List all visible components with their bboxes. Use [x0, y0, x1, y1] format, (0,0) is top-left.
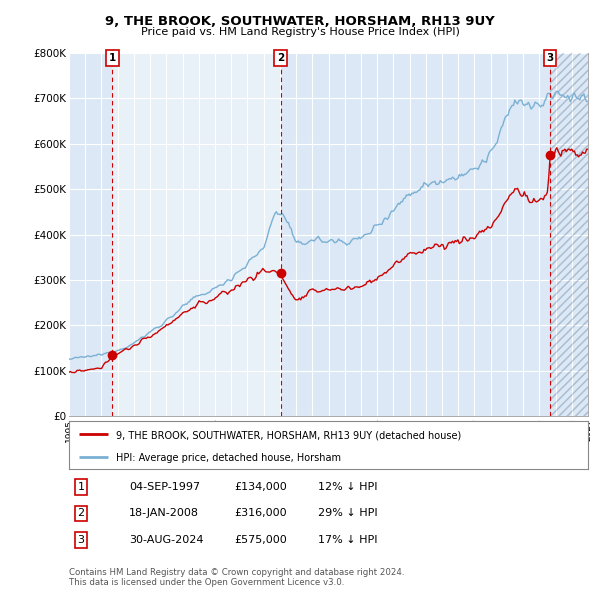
Text: HPI: Average price, detached house, Horsham: HPI: Average price, detached house, Hors… — [116, 453, 341, 463]
Text: 3: 3 — [77, 535, 85, 545]
Text: Contains HM Land Registry data © Crown copyright and database right 2024.
This d: Contains HM Land Registry data © Crown c… — [69, 568, 404, 587]
Text: 1: 1 — [77, 482, 85, 491]
Text: 9, THE BROOK, SOUTHWATER, HORSHAM, RH13 9UY: 9, THE BROOK, SOUTHWATER, HORSHAM, RH13 … — [105, 15, 495, 28]
Text: 9, THE BROOK, SOUTHWATER, HORSHAM, RH13 9UY (detached house): 9, THE BROOK, SOUTHWATER, HORSHAM, RH13 … — [116, 430, 461, 440]
Text: 30-AUG-2024: 30-AUG-2024 — [129, 535, 203, 545]
Text: 2: 2 — [77, 509, 85, 518]
Text: £316,000: £316,000 — [234, 509, 287, 518]
Text: £134,000: £134,000 — [234, 482, 287, 491]
Bar — [550, 53, 588, 416]
Text: 04-SEP-1997: 04-SEP-1997 — [129, 482, 200, 491]
Text: Price paid vs. HM Land Registry's House Price Index (HPI): Price paid vs. HM Land Registry's House … — [140, 27, 460, 37]
Text: 3: 3 — [547, 53, 554, 63]
Text: £575,000: £575,000 — [234, 535, 287, 545]
Text: 17% ↓ HPI: 17% ↓ HPI — [318, 535, 377, 545]
Text: 12% ↓ HPI: 12% ↓ HPI — [318, 482, 377, 491]
Bar — [550, 53, 588, 416]
Text: 29% ↓ HPI: 29% ↓ HPI — [318, 509, 377, 518]
Text: 2: 2 — [277, 53, 284, 63]
Text: 1: 1 — [109, 53, 116, 63]
Text: 18-JAN-2008: 18-JAN-2008 — [129, 509, 199, 518]
